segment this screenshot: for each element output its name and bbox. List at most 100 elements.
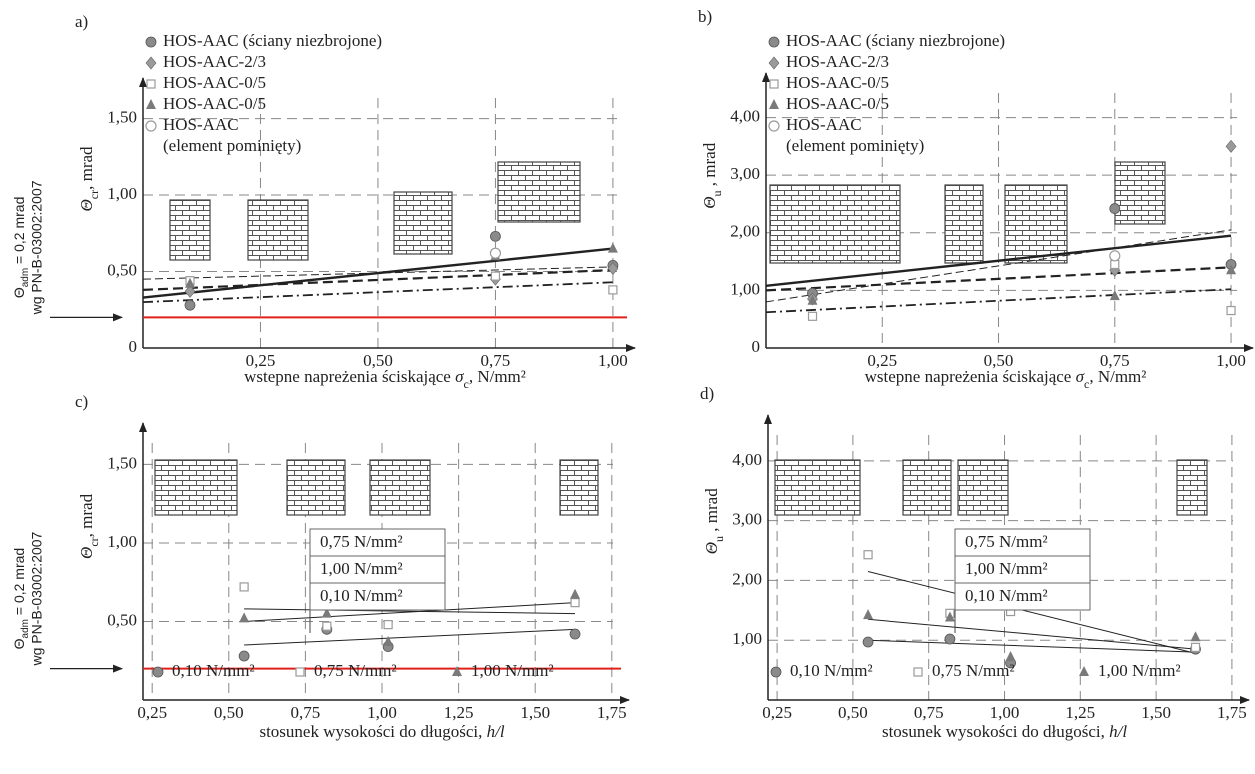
y-axis-label: Θu , mrad bbox=[700, 142, 724, 208]
legend-marker bbox=[146, 79, 156, 89]
x-label-unit: , N/mm² bbox=[1089, 367, 1146, 386]
point bbox=[383, 620, 393, 630]
reference-source: wg PN-B-03002:2007 bbox=[29, 180, 45, 315]
annotation-box bbox=[954, 582, 1091, 611]
x-axis-label: stosunek wysokości do długości, h/l bbox=[259, 722, 504, 741]
point bbox=[944, 633, 956, 645]
trend-line bbox=[867, 570, 1196, 654]
x-tick-label: 0,50 bbox=[214, 703, 244, 722]
legend-marker bbox=[770, 666, 782, 678]
x-tick-label: 1,00 bbox=[367, 703, 397, 722]
legend-marker bbox=[768, 120, 780, 132]
point bbox=[184, 299, 196, 311]
point bbox=[607, 242, 618, 253]
x-tick-label: 0,50 bbox=[838, 703, 868, 722]
legend-entry: 0,75 N/mm² bbox=[314, 661, 397, 680]
wall-illustration bbox=[1176, 459, 1208, 516]
legend-marker bbox=[452, 666, 462, 676]
point bbox=[1109, 203, 1121, 214]
y-label-unit: , mrad bbox=[700, 142, 719, 190]
y-label-unit: , mrad bbox=[702, 488, 721, 536]
y-tick-label: 3,00 bbox=[730, 164, 760, 183]
point bbox=[239, 582, 249, 592]
reference-text: = 0,2 mrad bbox=[11, 197, 27, 268]
reference-label: Θadm = 0,2 mrad bbox=[11, 548, 31, 650]
x-tick-label: 1,75 bbox=[597, 703, 627, 722]
y-tick-label: 3,00 bbox=[732, 510, 762, 529]
y-label-subscript: u bbox=[712, 536, 726, 542]
point bbox=[1005, 650, 1016, 661]
y-tick-label: 4,00 bbox=[730, 106, 760, 125]
panel-title: a) bbox=[75, 12, 88, 31]
point bbox=[807, 311, 818, 321]
legend-marker bbox=[769, 99, 779, 109]
x-tick-label: 0,25 bbox=[137, 703, 167, 722]
legend-marker bbox=[913, 667, 923, 677]
legend-entry: 1,00 N/mm² bbox=[471, 661, 554, 680]
wall-illustration bbox=[902, 459, 952, 516]
y-label-symbol: Θ bbox=[77, 547, 96, 559]
legend-entry: HOS-AAC (element pominięty) bbox=[163, 115, 301, 155]
y-label-subscript: cr bbox=[87, 190, 101, 199]
x-tick-label: 0,50 bbox=[363, 351, 393, 370]
legend-marker bbox=[1079, 666, 1089, 676]
reference-subscript: adm bbox=[20, 268, 31, 287]
point bbox=[862, 636, 874, 648]
x-label-subscript: c bbox=[464, 377, 469, 391]
legend-entry: 0,10 N/mm² bbox=[172, 661, 255, 680]
y-label-symbol: Θ bbox=[77, 199, 96, 211]
legend-marker bbox=[152, 666, 164, 678]
y-tick-label: 1,50 bbox=[107, 107, 137, 126]
legend-line: HOS-AAC bbox=[786, 115, 862, 134]
point bbox=[321, 607, 332, 618]
legend-line: (element pominięty) bbox=[786, 136, 924, 155]
x-label-symbol: σ bbox=[455, 367, 464, 386]
point bbox=[1109, 290, 1120, 301]
x-label-text: stosunek wysokości do długości, bbox=[882, 722, 1109, 741]
reference-source: wg PN-B-03002:2007 bbox=[29, 531, 45, 666]
legend-entry: HOS-AAC-0/5 bbox=[786, 94, 889, 113]
point bbox=[608, 285, 618, 295]
legend-marker bbox=[769, 79, 779, 89]
point bbox=[322, 621, 332, 631]
legend-marker bbox=[768, 36, 780, 48]
annotation: 0,10 N/mm² bbox=[965, 586, 1048, 605]
legend-entry: HOS-AAC-0/5 bbox=[163, 73, 266, 92]
x-label-symbol: h/l bbox=[1109, 722, 1127, 741]
wall-illustration bbox=[957, 459, 1009, 516]
y-axis-label: Θu , mrad bbox=[702, 488, 726, 554]
x-tick-label: 0,25 bbox=[867, 351, 897, 370]
reference-symbol: Θ bbox=[11, 638, 27, 649]
y-tick-label: 0 bbox=[752, 337, 761, 356]
reference-text: = 0,2 mrad bbox=[11, 548, 27, 619]
wall-illustration bbox=[393, 191, 453, 255]
trend-line bbox=[244, 602, 576, 622]
x-label-symbol: h/l bbox=[487, 722, 505, 741]
y-label-symbol: Θ bbox=[700, 196, 719, 208]
trend-line bbox=[868, 618, 1196, 650]
trend-line bbox=[142, 268, 613, 291]
point bbox=[1190, 642, 1201, 652]
panel-title: c) bbox=[75, 392, 88, 411]
point bbox=[807, 294, 818, 305]
legend-entry: HOS-AAC (element pominięty) bbox=[786, 115, 924, 155]
trend-line bbox=[868, 639, 1196, 653]
x-tick-label: 1,00 bbox=[1216, 351, 1246, 370]
y-label-unit: , mrad bbox=[77, 493, 96, 537]
y-tick-label: 1,00 bbox=[732, 629, 762, 648]
wall-illustration bbox=[247, 199, 309, 261]
wall-illustration bbox=[774, 459, 861, 516]
point bbox=[863, 550, 873, 560]
y-tick-label: 2,00 bbox=[732, 569, 762, 588]
x-tick-label: 1,00 bbox=[598, 351, 628, 370]
x-tick-label: 1,50 bbox=[1141, 703, 1171, 722]
point bbox=[569, 628, 581, 640]
point bbox=[944, 611, 955, 622]
legend-entry: 0,10 N/mm² bbox=[790, 661, 873, 680]
wall-illustration bbox=[1114, 161, 1166, 225]
x-axis-label: wstepne napreżenia ściskające σc, N/mm² bbox=[865, 367, 1147, 391]
y-tick-label: 0,50 bbox=[107, 260, 137, 279]
y-tick-label: 4,00 bbox=[732, 450, 762, 469]
point bbox=[570, 598, 580, 608]
point bbox=[383, 635, 394, 646]
